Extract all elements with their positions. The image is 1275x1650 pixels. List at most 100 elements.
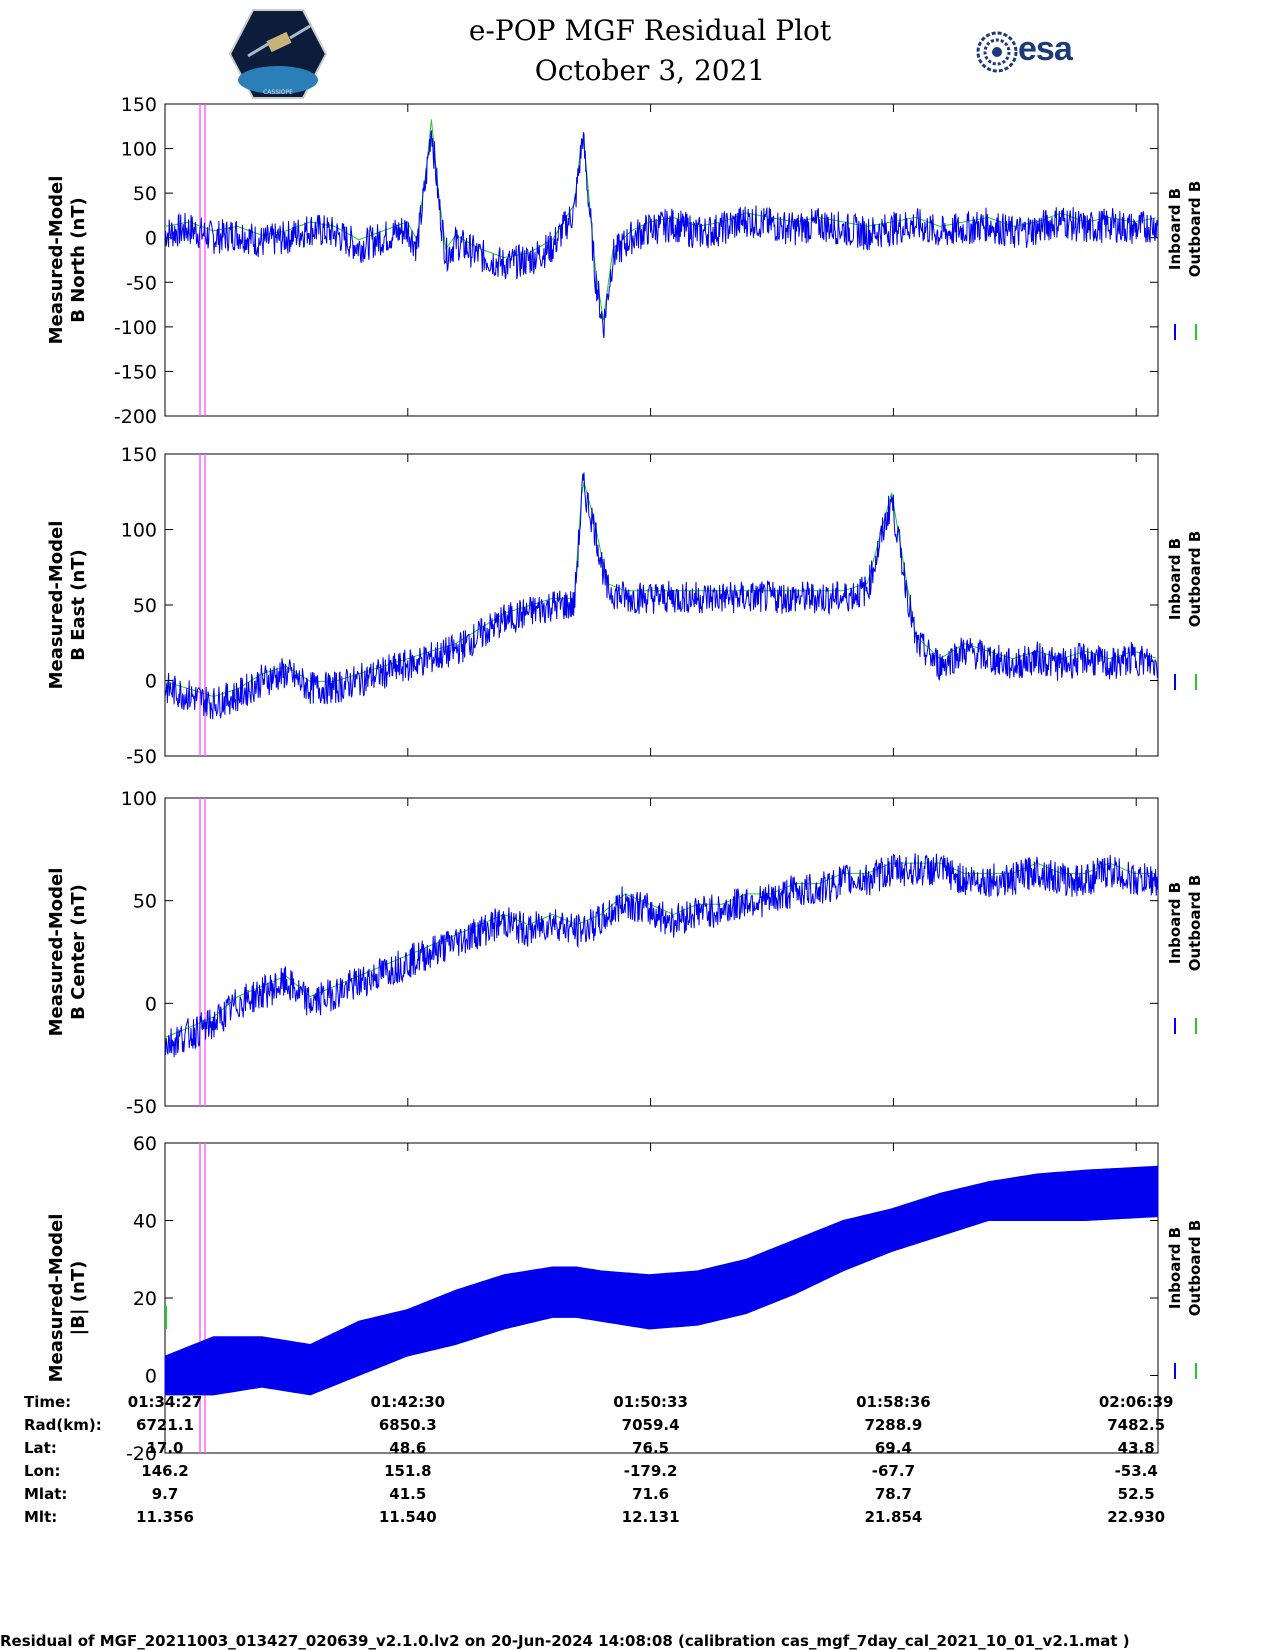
orbit-row-value: 151.8: [384, 1462, 432, 1480]
y-tick-label: -50: [126, 1096, 157, 1118]
legend-inboard: Inboard B: [1166, 882, 1184, 964]
orbit-row-value: 71.6: [632, 1485, 670, 1503]
orbit-row-label: Rad(km):: [24, 1416, 102, 1434]
y-tick-label: 100: [121, 788, 157, 810]
panel-1: 150 100 50 0 -50 -100 -150 -200 Measured-ModelB …: [46, 94, 1204, 428]
y-tick-label: 100: [121, 520, 157, 542]
panel-2: 150 100 50 0 -50 Measured-ModelB East (nT) Inb…: [46, 444, 1204, 768]
inboard-trace: [164, 472, 1159, 720]
y-axis-label-line2: B Center (nT): [68, 884, 89, 1020]
orbit-row-value: 7059.4: [621, 1416, 680, 1434]
orbit-row-label: Lon:: [24, 1462, 61, 1480]
esa-logo-swirl: [976, 31, 1018, 73]
y-axis-label-line2: B East (nT): [68, 549, 89, 661]
y-tick-label: -20: [126, 1443, 157, 1465]
orbit-row-label: Mlat:: [24, 1485, 68, 1503]
orbit-row-value: 52.5: [1117, 1485, 1155, 1503]
legend-labels: Inboard B Outboard B: [1166, 875, 1204, 972]
x-tick-label: 01:34:27: [127, 1393, 203, 1411]
x-tick-label: 01:42:30: [370, 1393, 446, 1411]
footer-caption: Residual of MGF_20211003_013427_020639_v…: [0, 1632, 1130, 1650]
orbit-row-value: 78.7: [874, 1485, 912, 1503]
legend-outboard: Outboard B: [1186, 181, 1204, 278]
y-axis-label-line1: Measured-Model: [46, 1214, 67, 1383]
y-tick-label: 0: [145, 228, 157, 250]
y-tick-label: 40: [133, 1211, 157, 1233]
y-tick-label: 50: [133, 891, 157, 913]
y-tick-label: 0: [145, 671, 157, 693]
legend-labels: Inboard B Outboard B: [1166, 531, 1204, 628]
orbit-row-value: 11.356: [136, 1508, 194, 1526]
panel-3: 100 50 0 -50 Measured-ModelB Center (nT) Inbo…: [46, 788, 1204, 1118]
orbit-row-value: -179.2: [623, 1462, 678, 1480]
legend-labels: Inboard B Outboard B: [1166, 181, 1204, 278]
y-axis-label-line2: |B| (nT): [68, 1261, 89, 1336]
orbit-row-value: 76.5: [632, 1439, 670, 1457]
orbit-row-value: 9.7: [151, 1485, 179, 1503]
svg-text:CASSIOPE: CASSIOPE: [263, 89, 293, 96]
orbit-row-value: 7482.5: [1107, 1416, 1166, 1434]
esa-logo-text: esa: [1018, 30, 1073, 68]
chart-title: e-POP MGF Residual Plot: [468, 14, 832, 47]
legend-inboard: Inboard B: [1166, 538, 1184, 620]
legend-outboard: Outboard B: [1186, 531, 1204, 628]
legend-outboard: Outboard B: [1186, 1220, 1204, 1317]
y-axis-label-line2: B North (nT): [68, 197, 89, 323]
y-tick-label: 100: [121, 139, 157, 161]
cassiope-logo: CASSIOPE: [228, 9, 328, 99]
orbit-row-value: 11.540: [378, 1508, 437, 1526]
plot-frame: [164, 797, 1159, 1107]
y-tick-label: -50: [126, 272, 157, 294]
y-axis-label-line1: Measured-Model: [46, 868, 67, 1037]
orbit-row-value: 48.6: [389, 1439, 427, 1457]
x-tick-label: 02:06:39: [1098, 1393, 1174, 1411]
y-axis-label: Measured-ModelB North (nT): [46, 176, 89, 345]
y-axis-label-line1: Measured-Model: [46, 521, 67, 690]
orbit-row-value: 22.930: [1107, 1508, 1166, 1526]
orbit-row-value: 69.4: [874, 1439, 912, 1457]
legend-outboard: Outboard B: [1186, 875, 1204, 972]
orbit-row-label: Time:: [24, 1393, 72, 1411]
orbit-row-value: 146.2: [141, 1462, 189, 1480]
orbit-row-value: 43.8: [1117, 1439, 1155, 1457]
inboard-trace: [164, 853, 1159, 1058]
x-tick-label: 01:58:36: [856, 1393, 931, 1411]
orbit-row-value: 41.5: [389, 1485, 427, 1503]
y-tick-label: 50: [133, 595, 157, 617]
legend-inboard: Inboard B: [1166, 188, 1184, 270]
legend-labels: Inboard B Outboard B: [1166, 1220, 1204, 1317]
chart-subtitle: October 3, 2021: [534, 54, 766, 87]
plot-frame: [164, 103, 1159, 417]
y-tick-label: -150: [114, 361, 157, 383]
y-tick-label: 150: [121, 444, 157, 466]
y-axis-label: Measured-ModelB East (nT): [46, 521, 89, 690]
y-tick-label: 50: [133, 183, 157, 205]
outboard-trace: [164, 862, 1156, 1039]
orbit-row-value: -67.7: [871, 1462, 916, 1480]
legend-inboard: Inboard B: [1166, 1227, 1184, 1309]
orbit-row-label: Mlt:: [24, 1508, 58, 1526]
y-axis-label: Measured-Model|B| (nT): [46, 1214, 89, 1383]
orbit-row-value: -53.4: [1114, 1462, 1158, 1480]
orbit-row-value: 21.854: [864, 1508, 923, 1526]
y-tick-label: 20: [133, 1288, 157, 1310]
y-tick-label: -100: [114, 317, 157, 339]
y-tick-label: 0: [145, 1366, 157, 1388]
orbit-row-value: 7288.9: [864, 1416, 923, 1434]
plot-frame: [164, 453, 1159, 757]
y-tick-label: -50: [126, 746, 157, 768]
y-axis-label: Measured-ModelB Center (nT): [46, 868, 89, 1037]
orbit-row-value: 12.131: [621, 1508, 680, 1526]
inboard-trace: [164, 130, 1159, 339]
y-axis-label-line1: Measured-Model: [46, 176, 67, 345]
x-tick-label: 01:50:33: [613, 1393, 688, 1411]
y-tick-label: -200: [114, 406, 157, 428]
panel-4: 60 40 20 0 -20 Measured-Model|B| (nT) Inboard …: [46, 1133, 1204, 1465]
y-tick-label: 60: [133, 1133, 157, 1155]
orbit-row-value: 6850.3: [378, 1416, 437, 1434]
inboard-band: [164, 1165, 1159, 1396]
y-tick-label: 150: [121, 94, 157, 116]
y-tick-label: 0: [145, 993, 157, 1015]
orbit-row-value: 6721.1: [136, 1416, 194, 1434]
